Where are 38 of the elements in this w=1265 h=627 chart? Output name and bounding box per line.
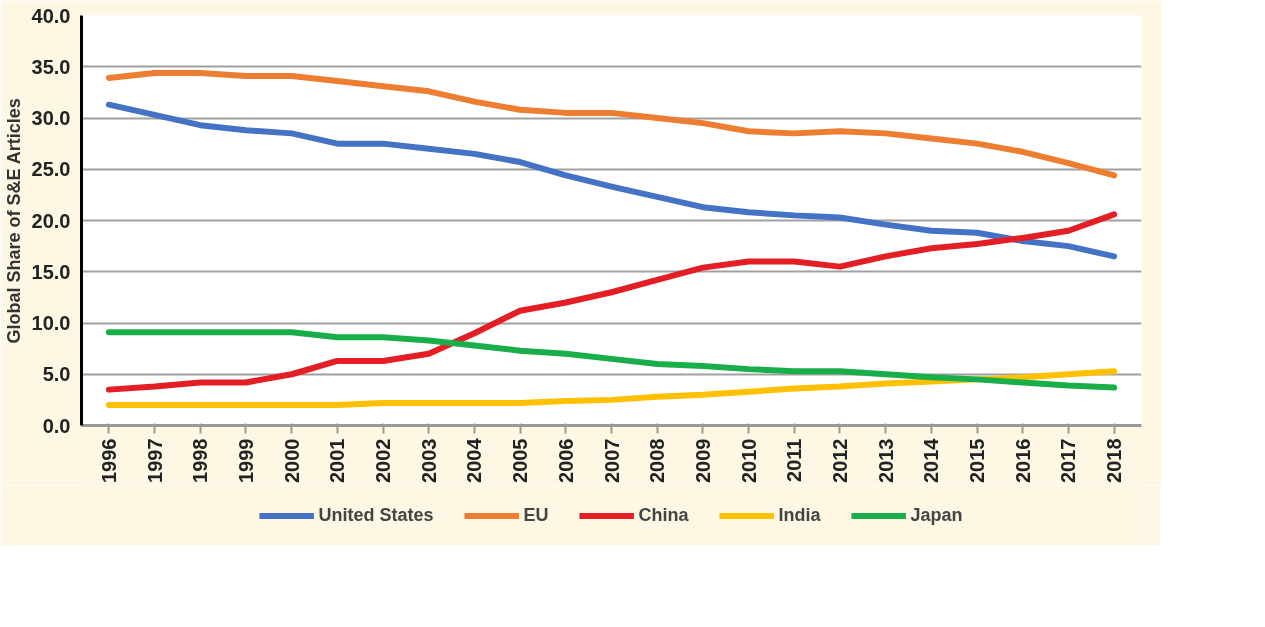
x-tick-label: 2018 [1103, 438, 1126, 483]
x-tick-label: 2005 [509, 438, 532, 483]
legend-label: Japan [910, 504, 963, 526]
x-tick-label: 1996 [97, 438, 120, 483]
x-tick-label: 1998 [189, 438, 212, 483]
x-tick-label: 2002 [372, 438, 395, 483]
x-tick-label: 2017 [1057, 438, 1080, 483]
x-tick-label: 2003 [417, 438, 440, 483]
y-tick-label: 40.0 [31, 4, 71, 27]
legend-label: EU [523, 504, 549, 526]
x-tick-label: 2001 [326, 438, 349, 483]
x-tick-label: 2008 [646, 438, 669, 483]
x-tick-label: 1999 [234, 438, 257, 483]
legend-label: India [778, 504, 821, 526]
y-axis-title: Global Share of S&E Articles [3, 98, 24, 344]
x-tick-label: 2014 [920, 437, 943, 483]
x-tick-label: 2011 [783, 438, 806, 482]
y-tick-label: 0.0 [42, 414, 71, 437]
x-tick-label: 2006 [554, 438, 577, 483]
x-tick-label: 2015 [966, 438, 989, 483]
x-tick-label: 2007 [600, 438, 623, 483]
legend-label: China [638, 504, 689, 526]
x-tick-label: 2016 [1011, 438, 1034, 483]
y-tick-label: 25.0 [31, 158, 71, 181]
x-tick-label: 2013 [874, 438, 897, 483]
y-tick-label: 15.0 [31, 260, 71, 283]
y-tick-label: 30.0 [31, 107, 71, 129]
x-tick-label: 2009 [691, 438, 714, 483]
x-tick-label: 2010 [737, 438, 760, 483]
y-tick-label: 20.0 [31, 209, 71, 232]
y-tick-label: 10.0 [31, 312, 71, 334]
legend-label: United States [318, 504, 434, 526]
x-tick-label: 2012 [828, 438, 851, 483]
x-tick-label: 1997 [143, 438, 166, 483]
x-tick-label: 2004 [463, 437, 486, 483]
y-tick-label: 5.0 [42, 363, 71, 386]
y-tick-label: 35.0 [31, 55, 71, 78]
x-tick-label: 2000 [280, 438, 303, 483]
